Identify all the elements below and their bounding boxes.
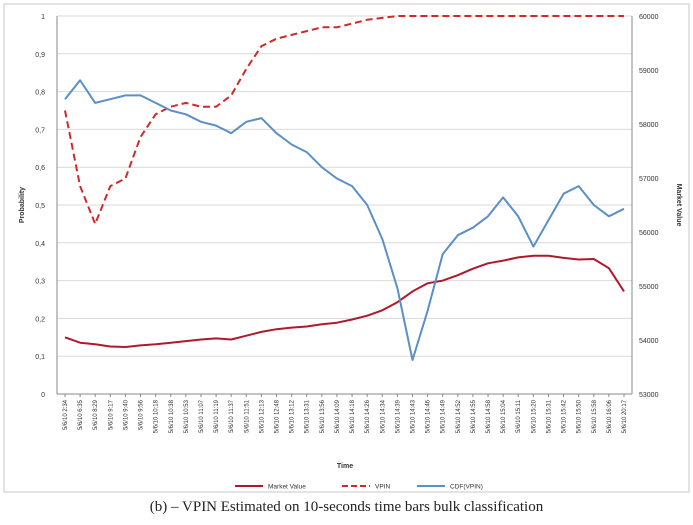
y-left-axis-title: Probability xyxy=(19,187,26,223)
x-tick-label: 5/6/10 15:11 xyxy=(516,399,522,433)
y-right-axis-title: Market Value xyxy=(675,184,682,227)
x-tick-label: 5/6/10 14:09 xyxy=(335,399,341,433)
x-tick-label: 5/6/10 13:56 xyxy=(320,399,326,433)
x-tick-label: 5/6/10 14:43 xyxy=(410,399,416,433)
legend-label: CDF(VPIN) xyxy=(450,484,483,491)
x-tick-label: 5/6/10 8:29 xyxy=(93,399,99,430)
y-right-tick-label: 56000 xyxy=(639,230,659,237)
x-tick-label: 5/6/10 15:58 xyxy=(592,399,598,433)
x-tick-label: 5/6/10 11:19 xyxy=(214,399,220,433)
x-tick-label: 5/6/10 14:49 xyxy=(441,399,447,433)
y-left-tick-label: 0,5 xyxy=(35,203,45,210)
x-tick-label: 5/6/10 14:18 xyxy=(350,399,356,433)
x-tick-label: 5/6/10 15:04 xyxy=(501,399,507,433)
x-tick-label: 5/6/10 15:42 xyxy=(562,399,568,433)
x-tick-label: 5/6/10 20:17 xyxy=(622,399,628,433)
x-tick-label: 5/6/10 14:46 xyxy=(426,399,432,433)
x-tick-label: 5/6/10 10:38 xyxy=(169,399,175,433)
y-right-tick-label: 53000 xyxy=(639,392,659,399)
x-tick-label: 5/6/10 14:34 xyxy=(380,399,386,433)
y-right-tick-label: 55000 xyxy=(639,284,659,291)
series-line-cdf-vpin xyxy=(64,79,625,361)
x-tick-label: 5/6/10 14:55 xyxy=(471,399,477,433)
y-left-tick-label: 0,8 xyxy=(35,90,45,97)
y-right-tick-label: 57000 xyxy=(639,176,659,183)
x-tick-label: 5/6/10 6:35 xyxy=(78,399,84,430)
y-left-tick-label: 0,7 xyxy=(35,127,45,134)
y-left-tick-label: 0,6 xyxy=(35,165,45,172)
y-left-tick-label: 0 xyxy=(41,392,45,399)
x-tick-label: 5/6/10 14:26 xyxy=(365,399,371,433)
y-left-tick-label: 0,4 xyxy=(35,241,45,248)
x-tick-label: 5/6/10 15:20 xyxy=(531,399,537,433)
x-tick-label: 5/6/10 9:17 xyxy=(108,399,114,430)
x-axis-title: Time xyxy=(337,463,353,470)
x-tick-label: 5/6/10 10:18 xyxy=(154,399,160,433)
figure-caption: (b) – VPIN Estimated on 10-seconds time … xyxy=(149,499,544,515)
y-left-tick-label: 0,1 xyxy=(35,354,45,361)
x-tick-label: 5/6/10 9:40 xyxy=(123,399,129,430)
x-tick-label: 5/6/10 11:37 xyxy=(229,399,235,433)
y-left-tick-label: 0,2 xyxy=(35,316,45,323)
series-line-vpin xyxy=(64,15,624,225)
x-tick-label: 5/6/10 16:06 xyxy=(607,399,613,433)
x-tick-label: 5/6/10 13:31 xyxy=(305,399,311,433)
x-tick-label: 5/6/10 11:07 xyxy=(199,399,205,433)
x-tick-label: 5/6/10 14:58 xyxy=(486,399,492,433)
x-tick-label: 5/6/10 14:39 xyxy=(395,399,401,433)
x-tick-label: 5/6/10 10:53 xyxy=(184,399,190,433)
x-tick-label: 5/6/10 13:12 xyxy=(290,399,296,433)
x-tick-label: 5/6/10 2:34 xyxy=(63,399,69,430)
x-tick-label: 5/6/10 14:52 xyxy=(456,399,462,433)
x-tick-label: 5/6/10 12:13 xyxy=(259,399,265,433)
y-right-tick-label: 58000 xyxy=(639,122,659,129)
y-left-tick-label: 0,3 xyxy=(35,279,45,286)
legend-label: Market Value xyxy=(268,484,306,491)
x-tick-label: 5/6/10 11:51 xyxy=(244,399,250,433)
x-tick-label: 5/6/10 9:56 xyxy=(139,399,145,430)
y-right-tick-label: 60000 xyxy=(639,14,659,21)
legend-label: VPIN xyxy=(375,484,390,491)
y-right-tick-label: 59000 xyxy=(639,68,659,75)
y-left-tick-label: 1 xyxy=(41,14,45,21)
x-tick-label: 5/6/10 15:50 xyxy=(577,399,583,433)
x-tick-label: 5/6/10 12:48 xyxy=(275,399,281,433)
y-right-tick-label: 54000 xyxy=(639,338,659,345)
y-left-tick-label: 0,9 xyxy=(35,52,45,59)
x-tick-label: 5/6/10 15:31 xyxy=(546,399,552,433)
chart-frame xyxy=(3,3,690,493)
series-line-market-value xyxy=(64,254,625,348)
